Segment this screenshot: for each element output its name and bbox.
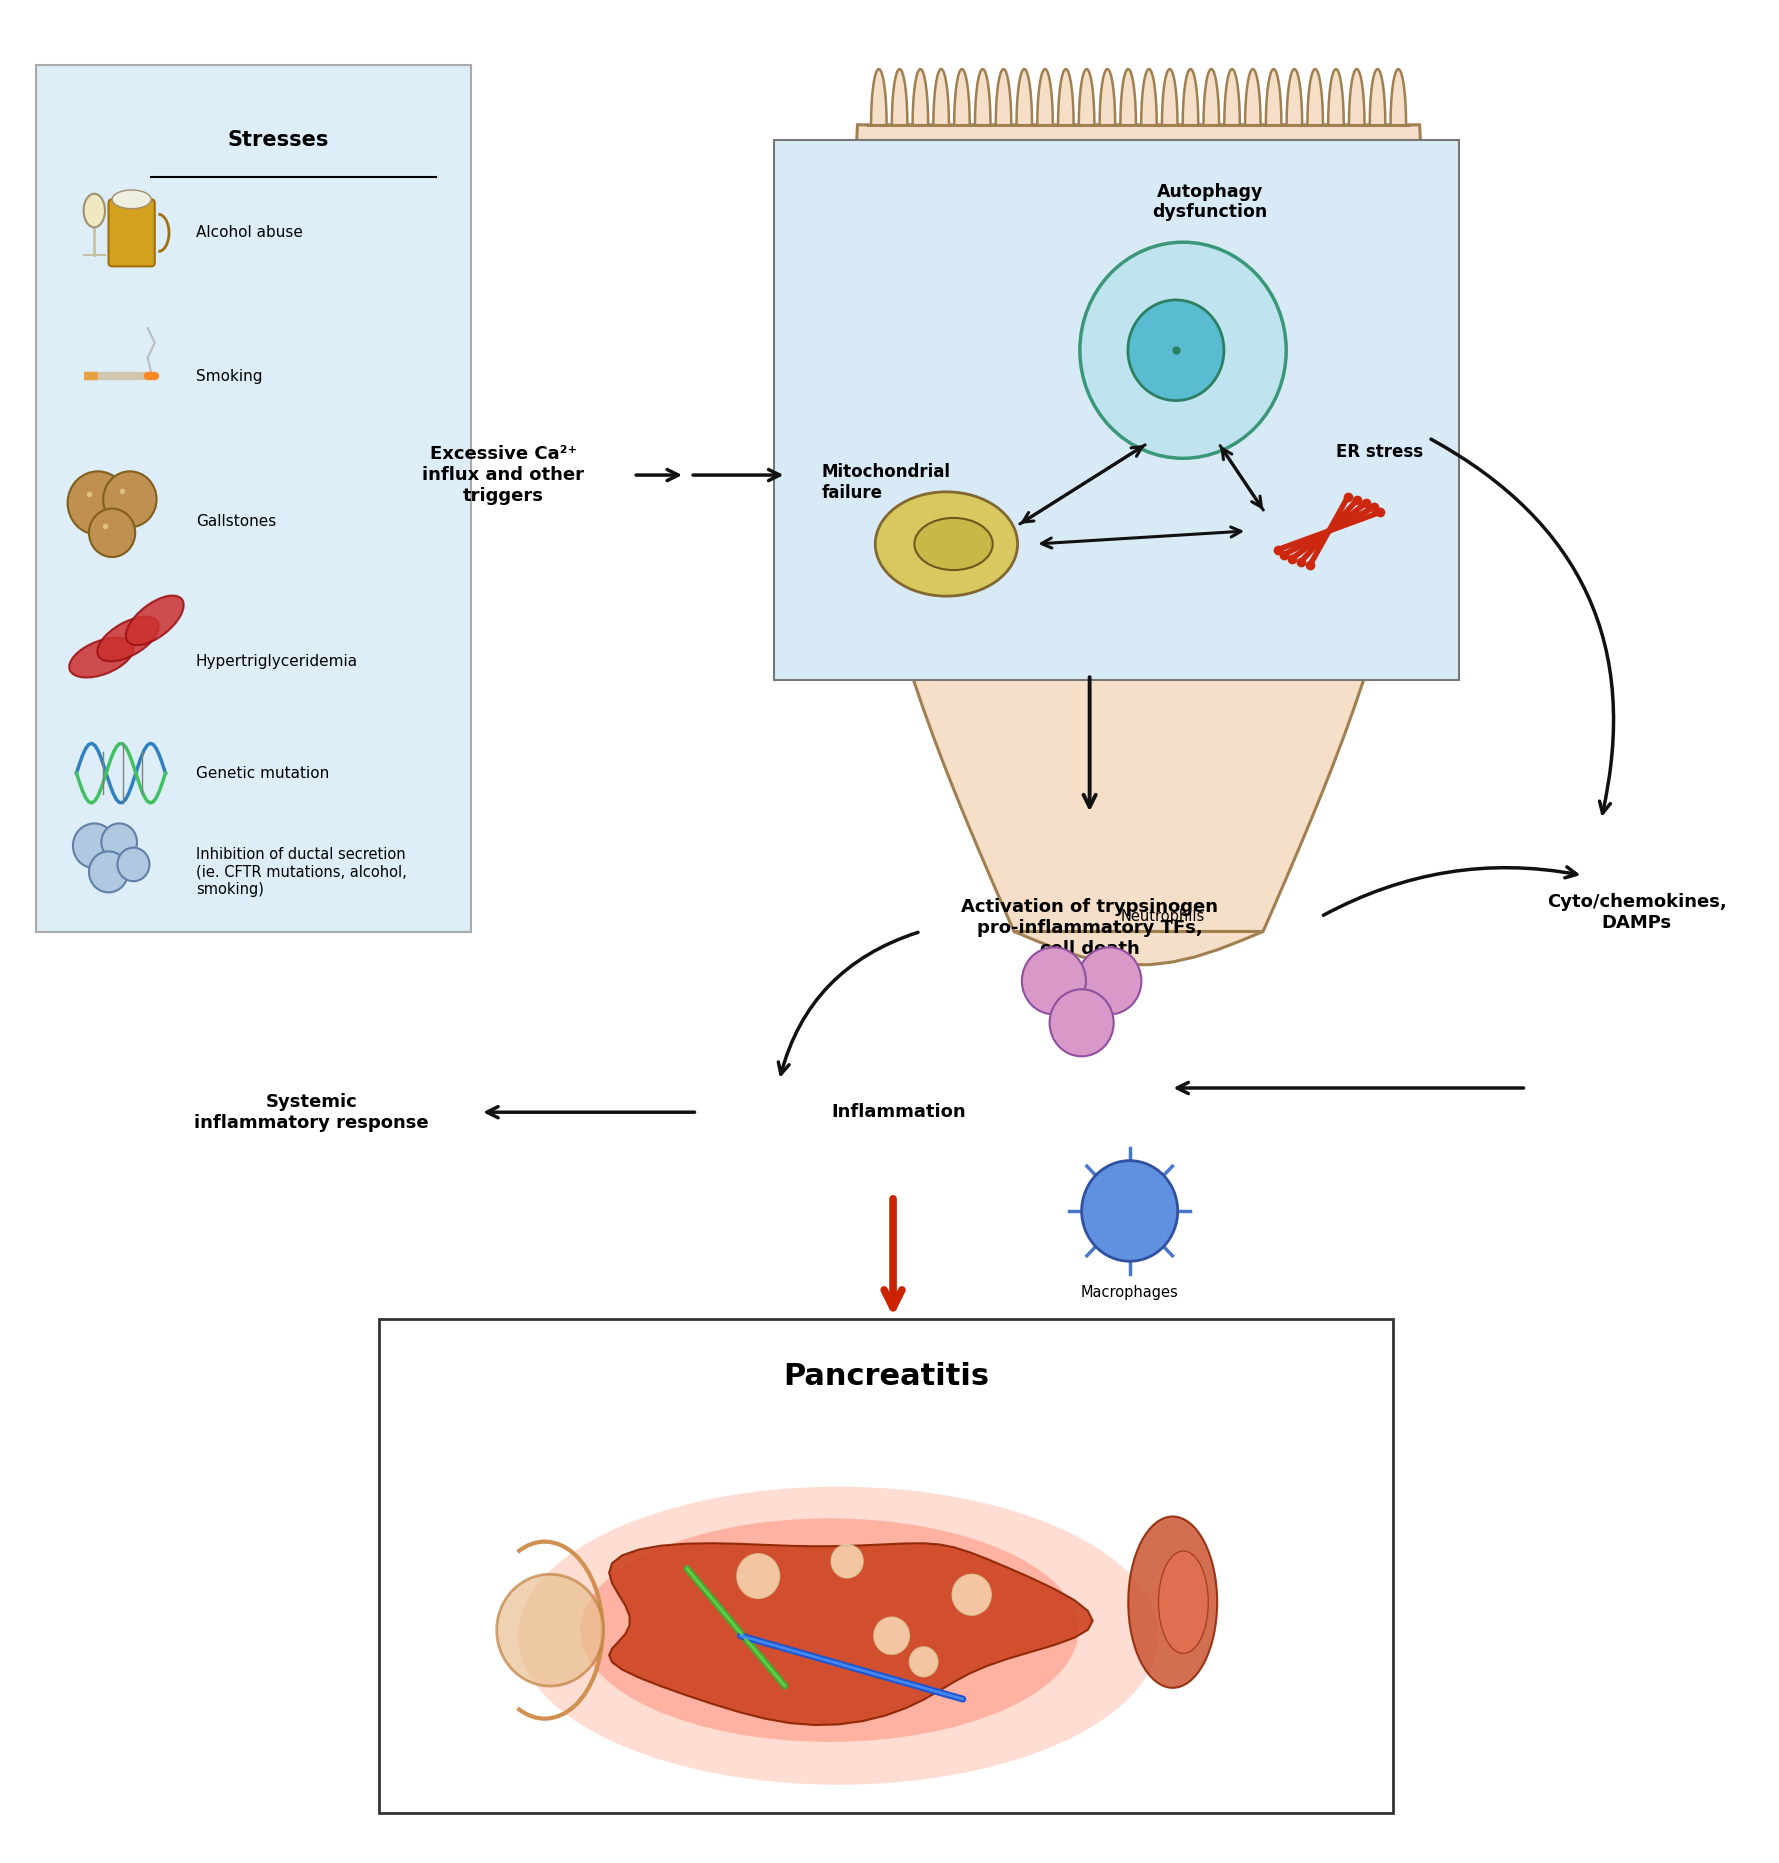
Polygon shape	[913, 69, 929, 125]
Text: Systemic
inflammatory response: Systemic inflammatory response	[194, 1094, 429, 1131]
Text: Activation of trypsinogen
pro-inflammatory TFs,
cell death: Activation of trypsinogen pro-inflammato…	[961, 898, 1219, 958]
Text: ER stress: ER stress	[1336, 443, 1423, 460]
Polygon shape	[1099, 69, 1115, 125]
Circle shape	[1082, 1161, 1178, 1261]
Polygon shape	[1224, 69, 1240, 125]
Circle shape	[73, 823, 116, 868]
Text: Mitochondrial
failure: Mitochondrial failure	[822, 464, 952, 503]
Polygon shape	[1267, 69, 1281, 125]
FancyBboxPatch shape	[109, 199, 155, 266]
Ellipse shape	[98, 617, 158, 661]
Circle shape	[68, 471, 128, 535]
Polygon shape	[1140, 69, 1156, 125]
Text: Alcohol abuse: Alcohol abuse	[196, 225, 302, 240]
Circle shape	[101, 823, 137, 861]
Polygon shape	[1370, 69, 1386, 125]
Text: Stresses: Stresses	[228, 130, 329, 151]
Circle shape	[737, 1554, 779, 1598]
Text: Genetic mutation: Genetic mutation	[196, 766, 329, 781]
Text: Inhibition of ductal secretion
(ie. CFTR mutations, alcohol,
smoking): Inhibition of ductal secretion (ie. CFTR…	[196, 848, 406, 896]
Circle shape	[909, 1647, 938, 1677]
Circle shape	[952, 1574, 991, 1615]
Ellipse shape	[518, 1487, 1158, 1785]
FancyArrowPatch shape	[1430, 440, 1614, 814]
Polygon shape	[608, 1543, 1092, 1725]
Polygon shape	[975, 69, 991, 125]
Polygon shape	[891, 69, 907, 125]
Polygon shape	[1348, 69, 1364, 125]
Circle shape	[89, 509, 135, 557]
Circle shape	[103, 471, 157, 527]
FancyArrowPatch shape	[1324, 866, 1576, 915]
FancyArrowPatch shape	[779, 932, 918, 1075]
FancyBboxPatch shape	[36, 65, 471, 932]
Polygon shape	[1245, 69, 1261, 125]
Circle shape	[1128, 300, 1224, 401]
Polygon shape	[1078, 69, 1094, 125]
Circle shape	[1078, 946, 1142, 1013]
Circle shape	[89, 851, 128, 892]
Circle shape	[496, 1574, 603, 1686]
Polygon shape	[954, 69, 970, 125]
Ellipse shape	[1158, 1550, 1208, 1654]
Polygon shape	[1286, 69, 1302, 125]
Circle shape	[873, 1617, 909, 1654]
Polygon shape	[996, 69, 1010, 125]
FancyBboxPatch shape	[774, 140, 1459, 680]
Ellipse shape	[69, 637, 133, 678]
Text: Pancreatitis: Pancreatitis	[783, 1362, 989, 1392]
Ellipse shape	[84, 194, 105, 227]
Text: Gallstones: Gallstones	[196, 514, 276, 529]
Polygon shape	[1037, 69, 1053, 125]
Text: Inflammation: Inflammation	[831, 1103, 966, 1122]
Circle shape	[1050, 989, 1114, 1056]
Circle shape	[1021, 946, 1085, 1013]
Text: Cyto/chemokines,
DAMPs: Cyto/chemokines, DAMPs	[1546, 894, 1727, 932]
Polygon shape	[1308, 69, 1324, 125]
Text: Neutrophils: Neutrophils	[1121, 909, 1204, 924]
Polygon shape	[1203, 69, 1219, 125]
Circle shape	[117, 848, 149, 881]
Text: Autophagy
dysfunction: Autophagy dysfunction	[1153, 183, 1267, 222]
Ellipse shape	[580, 1518, 1078, 1742]
Polygon shape	[1329, 69, 1343, 125]
Polygon shape	[934, 69, 948, 125]
Ellipse shape	[1128, 1516, 1217, 1688]
Text: Hypertriglyceridemia: Hypertriglyceridemia	[196, 654, 358, 669]
Polygon shape	[1391, 69, 1405, 125]
Ellipse shape	[126, 596, 183, 645]
Polygon shape	[1059, 69, 1073, 125]
Polygon shape	[1121, 69, 1137, 125]
Text: Smoking: Smoking	[196, 369, 262, 384]
Polygon shape	[852, 125, 1425, 965]
Circle shape	[831, 1544, 863, 1578]
Circle shape	[1080, 242, 1286, 458]
Text: Excessive Ca²⁺
influx and other
triggers: Excessive Ca²⁺ influx and other triggers	[422, 445, 585, 505]
Polygon shape	[1016, 69, 1032, 125]
Polygon shape	[1162, 69, 1178, 125]
Ellipse shape	[875, 492, 1018, 596]
Polygon shape	[1183, 69, 1199, 125]
Ellipse shape	[112, 190, 151, 209]
Polygon shape	[872, 69, 886, 125]
FancyBboxPatch shape	[379, 1319, 1393, 1813]
Text: Macrophages: Macrophages	[1082, 1285, 1178, 1300]
Ellipse shape	[914, 518, 993, 570]
